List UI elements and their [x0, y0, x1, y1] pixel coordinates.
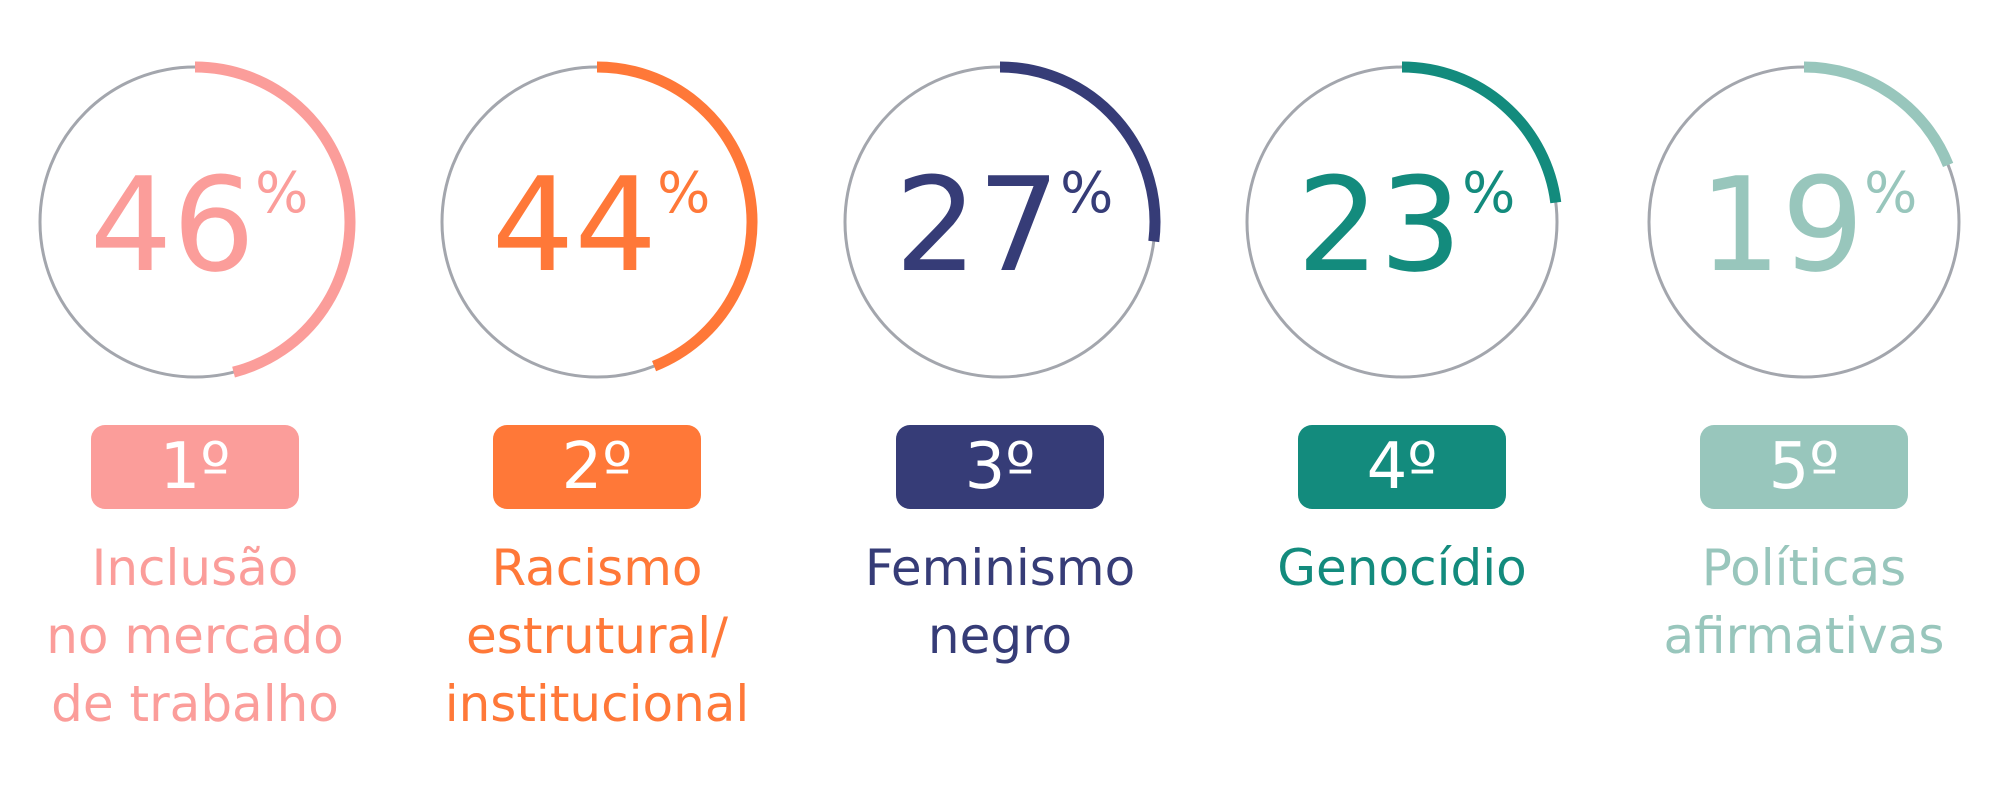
category-label-line: estrutural/ [466, 607, 728, 665]
gauge-5: 19% [1647, 61, 1961, 379]
category-label-line: Feminismo [864, 539, 1136, 597]
category-label-line: Racismo [491, 539, 703, 597]
gauge-value-label: 23% [1297, 149, 1516, 301]
gauge-value-label: 27% [895, 149, 1114, 301]
gauge-4: 23% [1245, 61, 1562, 379]
category-label: Genocídio [1212, 534, 1592, 602]
gauge-2: 44% [440, 61, 758, 379]
gauge-unit: % [1060, 161, 1113, 226]
gauge-unit: % [1864, 161, 1917, 226]
gauge-value-number: 27 [895, 149, 1060, 301]
category-label: Feminismo negro [810, 534, 1190, 670]
gauge-value-label: 46% [90, 149, 309, 301]
category-label-line: Políticas [1701, 539, 1907, 597]
gauge-unit: % [1462, 161, 1515, 226]
category-label-line: Genocídio [1277, 539, 1527, 597]
gauge-value-label: 19% [1699, 149, 1918, 301]
category-label: Políticas afirmativas [1614, 534, 1994, 670]
gauge-value-number: 23 [1297, 149, 1462, 301]
gauge-1: 46% [38, 61, 356, 379]
gauge-value-arc [194, 61, 356, 378]
gauge-unit: % [255, 161, 308, 226]
category-label-line: institucional [444, 675, 750, 733]
gauge-unit: % [657, 161, 710, 226]
rank-badge: 5º [1700, 425, 1908, 509]
category-label: Inclusão no mercado de trabalho [5, 534, 385, 738]
gauge-3: 27% [843, 61, 1161, 379]
category-label-line: negro [927, 607, 1073, 665]
rank-badge: 1º [91, 425, 299, 509]
gauge-value-number: 19 [1699, 149, 1864, 301]
category-label-line: no mercado [46, 607, 344, 665]
rank-badge: 4º [1298, 425, 1506, 509]
category-label-line: de trabalho [51, 675, 339, 733]
category-label-line: Inclusão [91, 539, 299, 597]
category-label-line: afirmativas [1663, 607, 1945, 665]
gauge-value-number: 44 [492, 149, 657, 301]
gauge-value-arc [1803, 61, 1954, 167]
gauge-value-label: 44% [492, 149, 711, 301]
gauge-value-arc [999, 61, 1161, 243]
rank-badge: 2º [493, 425, 701, 509]
category-label: Racismo estrutural/institucional [407, 534, 787, 738]
gauge-value-arc [1401, 61, 1562, 204]
rank-badge: 3º [896, 425, 1104, 509]
gauge-value-number: 46 [90, 149, 255, 301]
gauge-value-arc [596, 61, 758, 372]
